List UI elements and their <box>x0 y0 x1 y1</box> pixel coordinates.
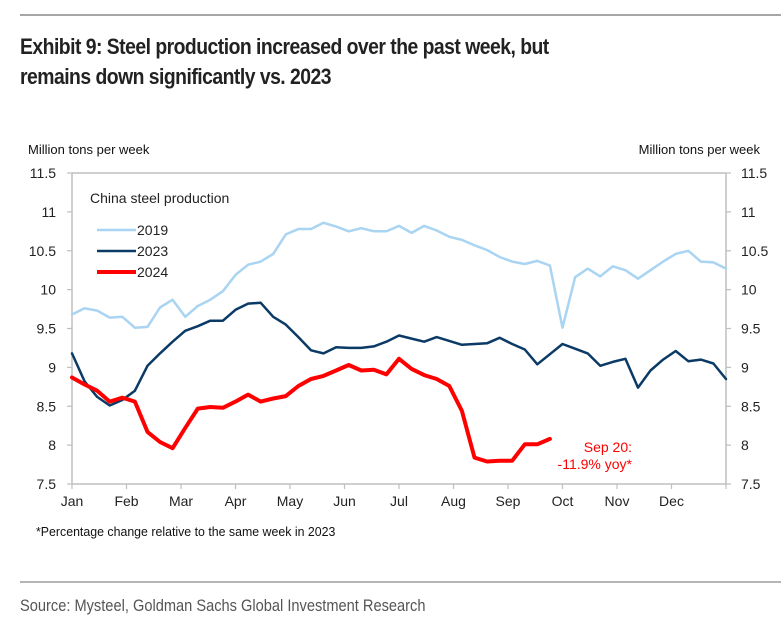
y-ticks-right: 7.5 8 8.5 9 9.5 10 10.5 11 11.5 <box>726 165 768 492</box>
series-line-2019 <box>70 221 728 329</box>
line-chart: Million tons per week Million tons per w… <box>28 142 768 509</box>
x-tick-label: Nov <box>605 493 630 509</box>
y-tick-label-right: 11 <box>741 204 756 220</box>
x-tick-label: Mar <box>169 493 193 509</box>
x-tick-label: Sep <box>496 493 521 509</box>
source-note: Source: Mysteel, Goldman Sachs Global In… <box>20 596 426 615</box>
y-tick-label-right: 9.5 <box>741 321 761 337</box>
footnote: *Percentage change relative to the same … <box>36 524 336 539</box>
x-tick-label: May <box>277 493 303 509</box>
annotation: Sep 20: -11.9% yoy* <box>558 439 633 472</box>
x-tick-label: Aug <box>441 493 466 509</box>
y-tick-label-left: 9 <box>48 359 56 375</box>
legend-label-2019: 2019 <box>137 222 168 238</box>
series-lines <box>70 221 728 464</box>
y-ticks-left: 7.5 8 8.5 9 9.5 10 10.5 11 11.5 <box>29 165 72 492</box>
x-tick-label: Feb <box>114 493 138 509</box>
x-tick-label: Oct <box>552 493 574 509</box>
y-tick-label-left: 8 <box>48 437 56 453</box>
legend-title: China steel production <box>90 190 229 206</box>
y-axis-label-left: Million tons per week <box>28 142 150 157</box>
exhibit-title: Exhibit 9: Steel production increased ov… <box>20 32 768 92</box>
y-tick-label-right: 7.5 <box>741 476 761 492</box>
legend-label-2024: 2024 <box>137 264 168 280</box>
x-tick-label: Jan <box>61 493 84 509</box>
title-line-1: Exhibit 9: Steel production increased ov… <box>20 34 549 59</box>
y-axis-label-right: Million tons per week <box>639 142 761 157</box>
legend-label-2023: 2023 <box>137 243 168 259</box>
x-tick-label: Apr <box>225 493 247 509</box>
y-tick-label-right: 9 <box>741 359 749 375</box>
y-tick-label-right: 8.5 <box>741 398 761 414</box>
y-tick-label-left: 10.5 <box>29 243 56 259</box>
x-tick-label: Jun <box>333 493 356 509</box>
title-line-2: remains down significantly vs. 2023 <box>20 64 332 89</box>
bottom-rule <box>20 581 781 583</box>
y-tick-label-right: 11.5 <box>741 165 767 181</box>
y-tick-label-right: 10 <box>741 282 757 298</box>
axes <box>71 172 727 485</box>
x-tick-label: Jul <box>390 493 408 509</box>
y-tick-label-left: 7.5 <box>37 476 57 492</box>
legend: China steel production 2019 2023 2024 <box>90 190 229 280</box>
annotation-line-2: -11.9% yoy* <box>558 456 633 472</box>
y-tick-label-left: 11 <box>41 204 56 220</box>
series-line-2024 <box>70 356 552 464</box>
y-tick-label-left: 10 <box>40 282 56 298</box>
x-tick-label: Dec <box>659 493 684 509</box>
y-tick-label-left: 11.5 <box>30 165 56 181</box>
y-tick-label-left: 9.5 <box>37 321 57 337</box>
y-tick-label-right: 8 <box>741 437 749 453</box>
annotation-line-1: Sep 20: <box>584 439 632 455</box>
series-line-2023 <box>70 301 728 407</box>
top-rule <box>20 14 781 16</box>
y-tick-label-left: 8.5 <box>37 398 57 414</box>
x-ticks: Jan Feb Mar Apr May Jun Jul Aug Sep Oct Nov Dec <box>61 484 727 509</box>
y-tick-label-right: 10.5 <box>741 243 768 259</box>
